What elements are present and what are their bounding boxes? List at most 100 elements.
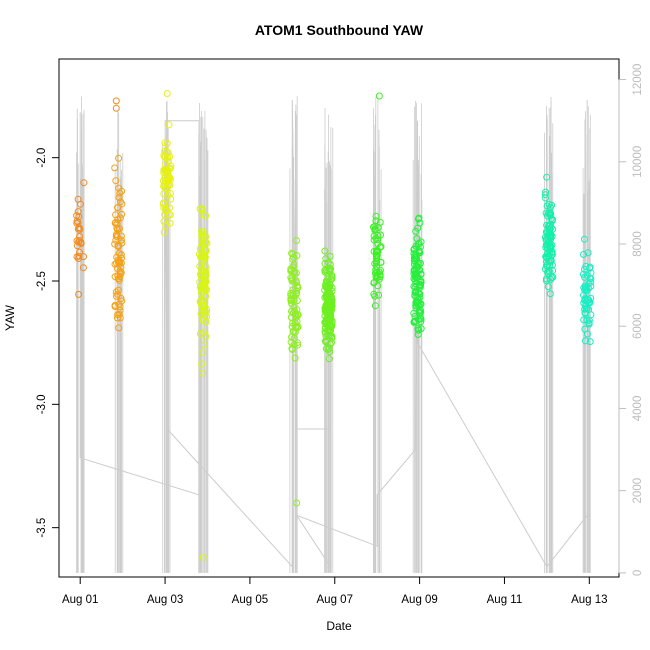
data-point — [112, 177, 120, 185]
data-point — [374, 240, 382, 248]
data-point — [412, 253, 420, 261]
data-point — [544, 283, 552, 291]
data-point — [73, 242, 81, 250]
data-point — [73, 253, 81, 261]
data-point — [199, 553, 207, 561]
x-tick-label: Aug 01 — [62, 594, 98, 606]
data-point — [324, 259, 332, 267]
data-point — [159, 177, 167, 185]
data-point — [322, 277, 330, 285]
data-point — [113, 264, 121, 272]
data-point — [115, 249, 123, 257]
data-point — [111, 240, 119, 248]
data-point — [325, 308, 333, 315]
plot-frame — [58, 58, 620, 578]
data-point — [542, 253, 550, 261]
y2-tick-label: 6000 — [632, 313, 644, 339]
data-point — [291, 354, 299, 362]
data-point — [198, 360, 206, 368]
data-point — [547, 232, 555, 240]
data-point — [541, 233, 549, 241]
data-point — [371, 292, 379, 300]
data-point — [416, 290, 423, 298]
data-point — [115, 242, 123, 250]
data-point — [287, 265, 295, 273]
data-point — [326, 252, 334, 260]
data-point — [292, 277, 300, 285]
y2-tick-label: 10000 — [632, 146, 644, 178]
data-point — [79, 264, 87, 272]
data-point — [371, 269, 379, 277]
data-point — [288, 277, 296, 285]
data-point — [585, 316, 593, 324]
data-point — [326, 326, 334, 334]
data-point — [160, 190, 168, 198]
data-point — [288, 275, 296, 283]
data-point — [542, 209, 550, 217]
data-point — [322, 320, 330, 328]
data-point — [542, 258, 550, 266]
data-point — [410, 318, 418, 326]
data-point — [200, 279, 208, 287]
data-point — [546, 257, 554, 265]
data-point — [74, 218, 82, 226]
data-point — [199, 232, 207, 240]
data-point — [325, 355, 333, 363]
data-point — [548, 217, 556, 225]
data-point — [162, 160, 169, 168]
data-point — [548, 241, 556, 249]
data-point — [75, 290, 83, 298]
data-point — [328, 284, 336, 292]
data-point — [416, 283, 424, 291]
data-point — [200, 253, 208, 261]
data-point — [414, 331, 422, 338]
data-point — [547, 256, 555, 264]
data-point — [289, 250, 297, 258]
data-point — [114, 286, 122, 294]
data-point — [370, 223, 377, 231]
data-point — [325, 275, 333, 283]
data-point — [413, 235, 421, 243]
data-point — [376, 218, 384, 226]
chart-title: ATOM1 Southbound YAW — [255, 22, 424, 38]
x-tick-label: Aug 07 — [317, 594, 353, 606]
data-point — [372, 259, 380, 267]
data-point — [202, 212, 210, 220]
data-point — [111, 164, 119, 172]
data-point — [199, 228, 207, 236]
data-point — [200, 329, 208, 337]
data-point — [414, 224, 422, 232]
data-point — [541, 191, 549, 199]
data-point — [323, 290, 331, 298]
data-point — [580, 251, 587, 258]
data-point — [370, 279, 378, 287]
data-point — [161, 153, 169, 161]
data-point — [75, 238, 82, 246]
data-point — [201, 311, 209, 319]
data-point — [114, 314, 121, 322]
data-point — [547, 215, 555, 223]
data-point — [412, 280, 420, 288]
data-point — [113, 292, 120, 300]
data-point — [542, 188, 550, 196]
data-point — [372, 266, 380, 274]
data-point — [115, 184, 123, 192]
data-point — [288, 346, 296, 353]
data-point — [546, 290, 554, 298]
x-tick-label: Aug 11 — [487, 594, 523, 606]
data-point — [321, 266, 329, 274]
data-point — [73, 237, 81, 245]
data-point — [292, 310, 300, 318]
data-point — [371, 302, 379, 310]
data-point — [582, 337, 589, 345]
data-point — [321, 268, 329, 276]
data-point — [543, 262, 550, 270]
data-point — [410, 266, 418, 274]
data-point — [583, 316, 591, 324]
data-point — [114, 204, 122, 212]
y-tick-label: -2.0 — [36, 148, 48, 168]
data-point — [321, 337, 329, 345]
data-point — [372, 273, 380, 281]
data-point — [287, 313, 295, 321]
data-point — [373, 262, 380, 270]
